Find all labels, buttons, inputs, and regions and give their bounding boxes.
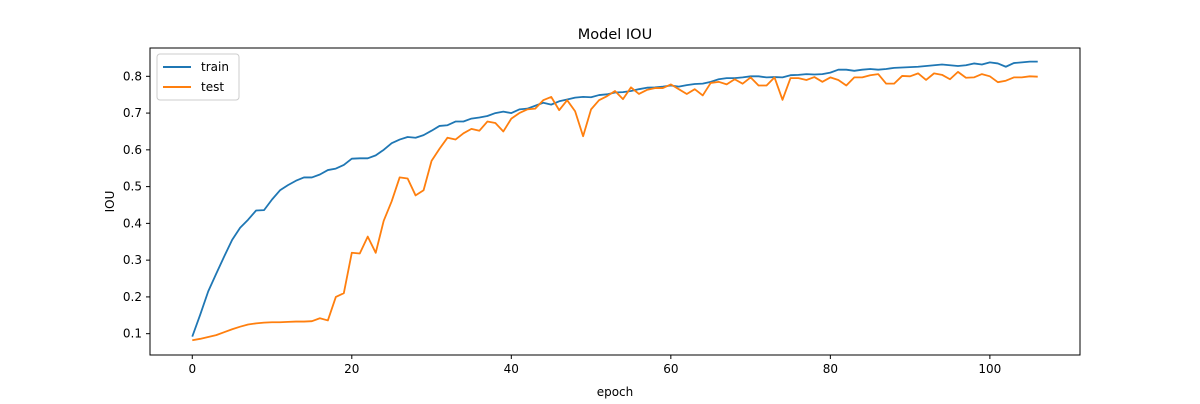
y-tick-label: 0.4 — [123, 216, 142, 230]
y-tick-label: 0.5 — [123, 180, 142, 194]
x-tick-label: 20 — [344, 362, 359, 376]
x-axis-label: epoch — [597, 385, 634, 399]
x-tick-label: 40 — [504, 362, 519, 376]
y-tick-label: 0.6 — [123, 143, 142, 157]
legend-label-test: test — [201, 80, 224, 94]
y-axis-ticks: 0.1 0.2 0.3 0.4 0.5 0.6 0.7 0.8 — [123, 69, 150, 341]
plot-lines-layer — [191, 60, 1038, 342]
series-line-test — [192, 71, 1038, 342]
y-tick-label: 0.1 — [123, 327, 142, 341]
series-line-train — [191, 60, 1038, 337]
x-tick-label: 80 — [823, 362, 838, 376]
y-tick-label: 0.3 — [123, 253, 142, 267]
y-tick-label: 0.2 — [123, 290, 142, 304]
x-tick-label: 100 — [978, 362, 1001, 376]
y-axis-label: IOU — [103, 191, 117, 213]
y-tick-label: 0.7 — [123, 106, 142, 120]
legend-label-train: train — [201, 60, 229, 74]
y-tick-label: 0.8 — [123, 69, 142, 83]
legend-box — [156, 53, 240, 101]
x-axis-ticks: 0 20 40 60 80 100 — [188, 355, 1001, 376]
x-tick-label: 0 — [188, 362, 196, 376]
chart-title: Model IOU — [578, 27, 652, 43]
legend: train test — [156, 53, 240, 101]
plot-area-frame — [149, 47, 1081, 356]
x-tick-label: 60 — [663, 362, 678, 376]
